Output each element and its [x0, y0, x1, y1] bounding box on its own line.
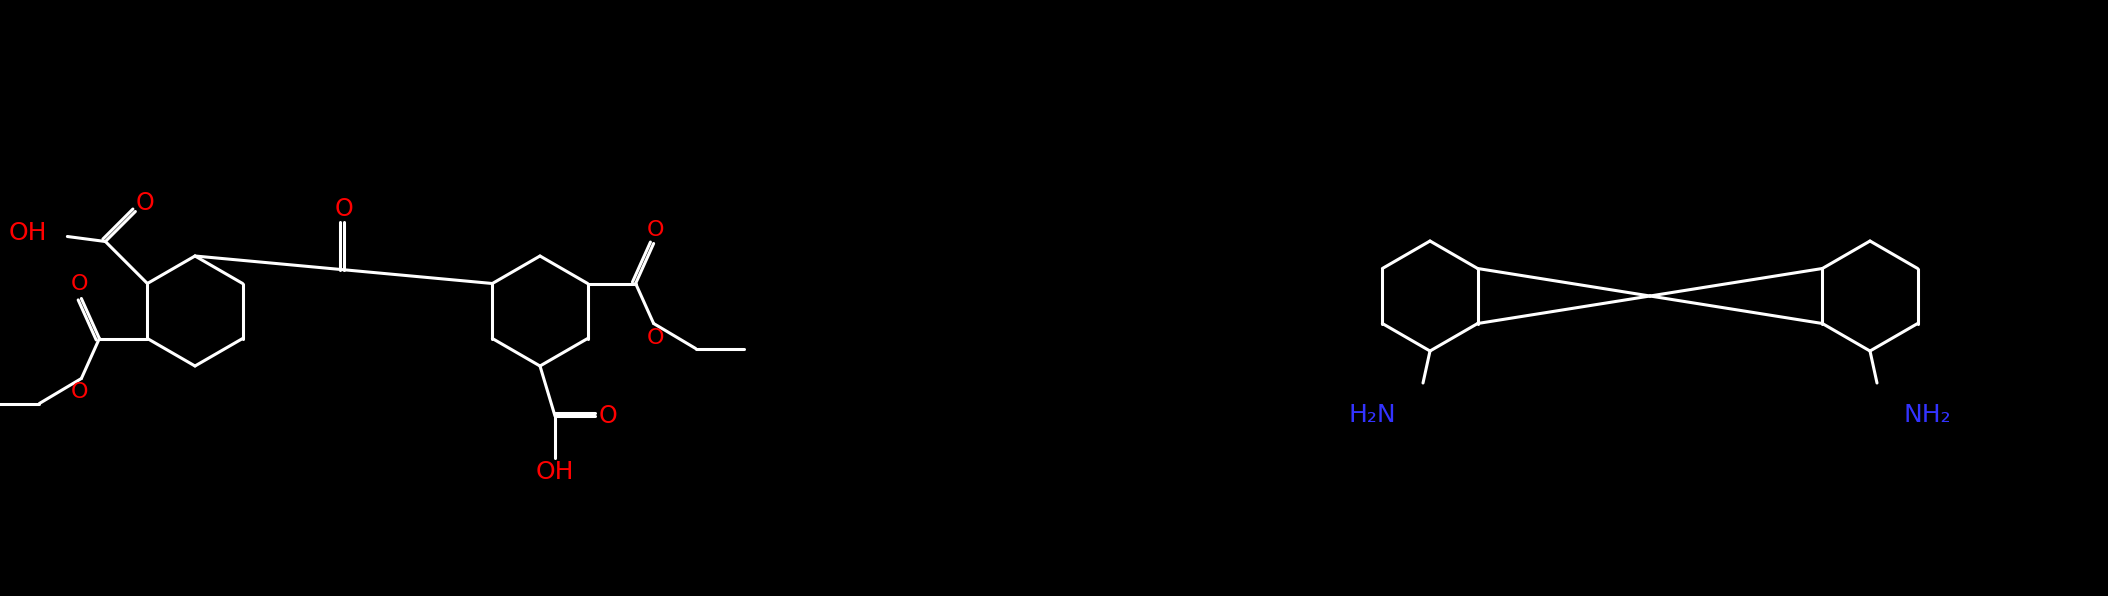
- Text: O: O: [599, 404, 618, 428]
- Text: O: O: [647, 327, 664, 347]
- Text: O: O: [72, 383, 89, 402]
- Text: O: O: [137, 191, 154, 216]
- Text: NH₂: NH₂: [1904, 403, 1952, 427]
- Text: H₂N: H₂N: [1349, 403, 1395, 427]
- Text: O: O: [335, 197, 352, 221]
- Text: OH: OH: [8, 222, 46, 246]
- Text: OH: OH: [535, 460, 573, 484]
- Text: O: O: [72, 275, 89, 294]
- Text: O: O: [647, 219, 664, 240]
